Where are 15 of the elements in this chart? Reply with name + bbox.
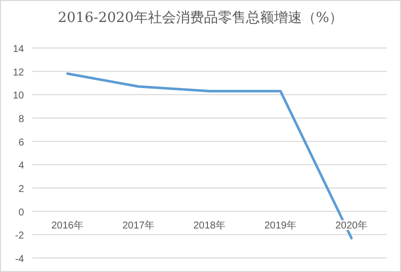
y-tick-label: 4	[18, 160, 24, 172]
x-tick-label: 2018年	[193, 219, 226, 232]
y-tick-label: -4	[15, 254, 24, 265]
y-tick-label: 8	[18, 114, 24, 125]
x-tick-label: 2016年	[51, 219, 84, 232]
y-tick-label: 0	[18, 207, 24, 218]
y-tick-label: 12	[12, 67, 24, 78]
y-tick-label: 10	[12, 90, 24, 102]
x-tick-label: 2019年	[264, 219, 297, 232]
chart-title: 2016-2020年社会消费品零售总额增速（%）	[58, 10, 344, 26]
y-tick-label: 2	[18, 184, 24, 195]
x-tick-label: 2017年	[122, 219, 155, 232]
y-tick-label: 14	[12, 44, 24, 55]
y-tick-label: -2	[15, 230, 24, 242]
y-tick-label: 6	[18, 137, 24, 148]
